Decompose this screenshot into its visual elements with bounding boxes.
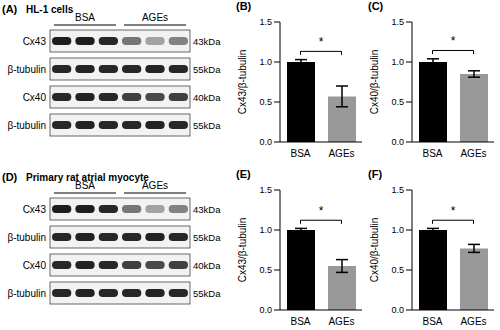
svg-text:Cx40/β-tubulin: Cx40/β-tubulin [369,218,380,283]
svg-text:1.5: 1.5 [259,17,272,27]
svg-text:(D): (D) [8,171,18,183]
svg-text:Cx40/β-tubulin: Cx40/β-tubulin [369,50,380,115]
html-text:(F): (F) [368,168,382,180]
html-text:(C): (C) [368,0,384,12]
svg-text:BSA: BSA [422,316,442,327]
svg-text:Cx40: Cx40 [23,92,47,103]
svg-text:40kDa: 40kDa [193,92,221,103]
svg-text:BSA: BSA [290,316,310,327]
svg-text:BSA: BSA [422,148,442,159]
svg-text:BSA: BSA [290,148,310,159]
svg-text:40kDa: 40kDa [193,260,221,271]
svg-text:1.5: 1.5 [391,185,404,195]
svg-text:55kDa: 55kDa [193,120,221,131]
html-text:(E): (E) [236,168,251,180]
svg-text:0.5: 0.5 [259,97,272,107]
svg-text:AGEs: AGEs [460,316,486,327]
svg-text:Cx43: Cx43 [23,36,47,47]
svg-text:Cx43/β-tubulin: Cx43/β-tubulin [237,50,248,115]
svg-text:0.5: 0.5 [391,265,404,275]
svg-text:AGEs: AGEs [328,316,354,327]
svg-text:1.0: 1.0 [259,225,272,235]
svg-text:1.0: 1.0 [259,57,272,67]
svg-text:Cx43/β-tubulin: Cx43/β-tubulin [237,218,248,283]
svg-text:BSA: BSA [75,12,95,23]
svg-text:55kDa: 55kDa [193,64,221,75]
svg-text:HL-1 cells: HL-1 cells [26,4,74,15]
svg-text:1.5: 1.5 [391,17,404,27]
svg-text:1.0: 1.0 [391,57,404,67]
svg-text:(A): (A) [8,3,18,15]
svg-text:β-tubulin: β-tubulin [8,120,46,131]
svg-text:0.0: 0.0 [259,137,272,147]
svg-text:*: * [319,204,324,218]
svg-text:*: * [451,34,456,48]
html-text:(B): (B) [236,0,252,12]
svg-text:*: * [451,204,456,218]
svg-text:0.0: 0.0 [391,305,404,315]
svg-text:β-tubulin: β-tubulin [8,64,46,75]
svg-text:BSA: BSA [75,180,95,191]
svg-text:43kDa: 43kDa [193,36,221,47]
svg-text:AGEs: AGEs [460,148,486,159]
svg-text:AGEs: AGEs [142,12,168,23]
svg-text:1.0: 1.0 [391,225,404,235]
svg-text:AGEs: AGEs [142,180,168,191]
svg-text:Cx40: Cx40 [23,260,47,271]
svg-text:*: * [319,35,324,49]
svg-text:0.0: 0.0 [391,137,404,147]
svg-text:0.5: 0.5 [259,265,272,275]
svg-text:43kDa: 43kDa [193,204,221,215]
svg-text:55kDa: 55kDa [193,288,221,299]
svg-text:Primary rat atrial myocyte: Primary rat atrial myocyte [26,172,149,183]
svg-text:AGEs: AGEs [328,148,354,159]
svg-text:β-tubulin: β-tubulin [8,232,46,243]
svg-text:β-tubulin: β-tubulin [8,288,46,299]
svg-text:0.0: 0.0 [259,305,272,315]
svg-text:0.5: 0.5 [391,97,404,107]
svg-text:55kDa: 55kDa [193,232,221,243]
svg-text:Cx43: Cx43 [23,204,47,215]
svg-text:1.5: 1.5 [259,185,272,195]
